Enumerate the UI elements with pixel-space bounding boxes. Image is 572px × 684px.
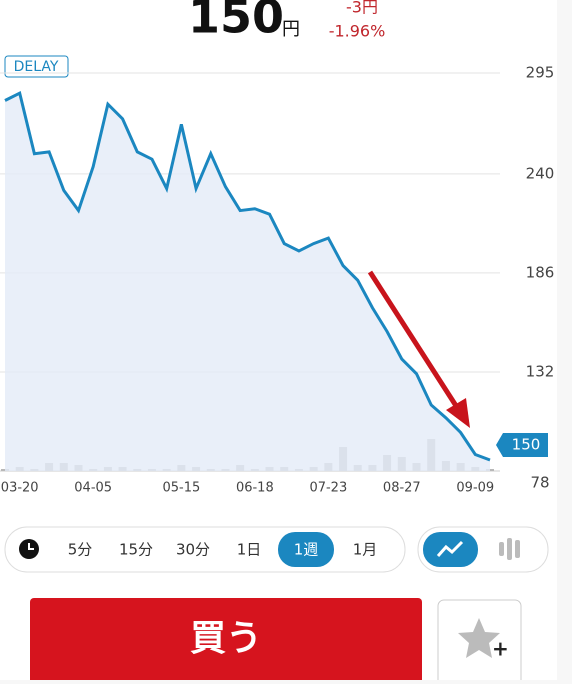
price-change-pct: -1.96% bbox=[329, 22, 386, 41]
delay-badge bbox=[4, 55, 69, 78]
range-option[interactable]: 1週 bbox=[294, 541, 319, 559]
buy-label: 買う bbox=[190, 618, 262, 659]
ranges: 5分 15分 30分 1日 1週 1月 bbox=[68, 532, 378, 567]
buy-button[interactable] bbox=[30, 598, 422, 684]
y-tick-label: 240 bbox=[526, 164, 555, 182]
range-option[interactable]: 1月 bbox=[353, 541, 378, 559]
x-tick-label: 06-18 bbox=[236, 481, 274, 496]
y-tick-label: 78 bbox=[530, 474, 549, 492]
price: 150 bbox=[188, 0, 284, 44]
plus-icon: + bbox=[492, 637, 509, 661]
x-tick-label: 07-23 bbox=[309, 481, 347, 496]
line-icon bbox=[436, 540, 464, 557]
range-selected[interactable] bbox=[278, 532, 334, 567]
y-tick-label: 295 bbox=[526, 64, 555, 82]
line bbox=[4, 90, 491, 462]
clock-hand bbox=[28, 543, 34, 550]
last-price-tag bbox=[496, 433, 548, 457]
y-tick-label: 186 bbox=[526, 263, 555, 281]
y-tick-label: 132 bbox=[526, 362, 555, 380]
delay-text: DELAY bbox=[14, 59, 59, 75]
range-option[interactable]: 30分 bbox=[176, 541, 210, 559]
range-option[interactable]: 5分 bbox=[68, 541, 93, 559]
arrow bbox=[367, 270, 470, 428]
price-unit: 円 bbox=[282, 19, 300, 40]
x-tick-label: 09-09 bbox=[456, 481, 494, 496]
range-option[interactable]: 15分 bbox=[119, 541, 153, 559]
chart: 78 132 186 240 295 03-20 04-05 05-15 06-18 07-23 0… bbox=[0, 64, 554, 496]
x-tick-label: 08-27 bbox=[383, 481, 421, 496]
x-tick-label: 03-20 bbox=[1, 481, 39, 496]
range-option[interactable]: 1日 bbox=[237, 541, 262, 559]
star-icon bbox=[458, 618, 500, 658]
x-tick-label: 04-05 bbox=[74, 481, 112, 496]
candle-icon[interactable] bbox=[499, 538, 520, 560]
area bbox=[5, 93, 490, 472]
price-change: -3円 bbox=[346, 0, 378, 17]
last-price-label: 150 bbox=[512, 436, 541, 454]
x-tick-label: 05-15 bbox=[162, 481, 200, 496]
